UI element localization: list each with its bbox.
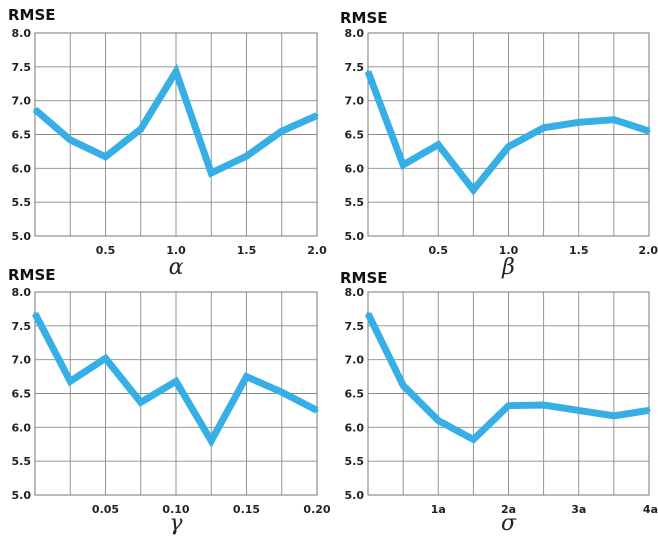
- x-tick-label: 0.10: [162, 503, 189, 516]
- data-point: [507, 145, 510, 149]
- y-tick-label: 6.5: [345, 129, 365, 142]
- data-point: [542, 126, 546, 130]
- y-tick-label: 6.5: [12, 388, 32, 401]
- y-tick-label: 7.0: [12, 95, 32, 108]
- plot-frame: [367, 32, 650, 237]
- data-point: [245, 154, 248, 158]
- y-tick-label: 5.0: [345, 489, 365, 502]
- y-axis-label: RMSE: [340, 269, 388, 287]
- x-tick-label: 1.0: [499, 244, 519, 257]
- data-point: [33, 312, 37, 316]
- data-point: [68, 379, 72, 383]
- data-point: [245, 375, 248, 379]
- chart-panel-4: 5.0 5.5 6.0 6.5 7.0 7.5 8.0 1a 2a 3a 4a RMSE σ: [340, 269, 658, 536]
- y-tick-label: 8.0: [345, 27, 365, 40]
- x-axis-label: σ: [501, 511, 517, 536]
- data-point: [647, 129, 651, 133]
- y-tick-label: 7.0: [345, 95, 365, 108]
- y-axis-label: RMSE: [8, 266, 56, 284]
- data-point: [280, 390, 284, 394]
- y-tick-label: 6.5: [345, 388, 365, 401]
- x-axis-label: γ: [169, 511, 183, 536]
- data-point: [577, 120, 581, 124]
- y-tick-label: 6.0: [345, 421, 365, 434]
- data-point: [104, 356, 107, 360]
- y-tick-label: 8.0: [345, 286, 365, 299]
- y-tick-label: 5.0: [12, 489, 32, 502]
- x-axis-label: α: [169, 255, 184, 280]
- data-point: [366, 70, 370, 74]
- y-axis-label: RMSE: [340, 9, 388, 27]
- chart-panel-1: 5.0 5.5 6.0 6.5 7.0 7.5 8.0 0.5 1.0 1.5 2.0 RMSE α: [8, 6, 327, 280]
- y-tick-label: 6.0: [12, 162, 32, 175]
- x-tick-label: 0.05: [92, 503, 119, 516]
- y-tick-label: 5.0: [345, 230, 365, 243]
- data-point: [315, 408, 319, 412]
- y-tick-label: 5.5: [345, 455, 365, 468]
- y-tick-label: 6.0: [345, 162, 365, 175]
- data-point: [471, 438, 475, 442]
- data-point: [436, 419, 440, 423]
- data-point: [139, 400, 143, 404]
- y-tick-label: 5.5: [12, 196, 32, 209]
- data-point: [174, 379, 178, 383]
- x-tick-label: 2a: [501, 503, 516, 516]
- y-tick-label: 6.0: [12, 421, 32, 434]
- data-point: [436, 143, 440, 147]
- y-tick-label: 5.0: [12, 230, 32, 243]
- data-point: [104, 155, 107, 159]
- y-axis-label: RMSE: [8, 6, 56, 24]
- data-point: [577, 408, 581, 412]
- data-point: [507, 404, 510, 408]
- data-point: [401, 383, 405, 387]
- data-point: [139, 127, 143, 131]
- x-tick-label: 1.5: [569, 244, 589, 257]
- y-tick-label: 7.5: [345, 320, 365, 333]
- y-tick-label: 5.5: [12, 455, 32, 468]
- plot-frame: [34, 32, 318, 237]
- data-point: [366, 312, 370, 316]
- y-tick-label: 7.5: [12, 61, 32, 74]
- plot-frame: [34, 291, 318, 496]
- data-point: [209, 171, 213, 175]
- x-tick-label: 2.0: [639, 244, 658, 257]
- data-point: [68, 138, 72, 142]
- data-point: [209, 439, 213, 443]
- x-tick-label: 0.15: [233, 503, 260, 516]
- chart-panel-3: 5.0 5.5 6.0 6.5 7.0 7.5 8.0 0.05 0.10 0.15 0.20 RMS…: [8, 266, 331, 536]
- x-tick-label: 0.20: [303, 503, 330, 516]
- plot-frame: [367, 291, 650, 496]
- y-tick-label: 7.5: [12, 320, 32, 333]
- x-axis-label: β: [501, 255, 515, 280]
- y-tick-label: 5.5: [345, 196, 365, 209]
- data-point: [280, 129, 284, 133]
- x-tick-label: 1a: [431, 503, 446, 516]
- x-tick-label: 0.5: [96, 244, 116, 257]
- y-tick-label: 7.0: [345, 354, 365, 367]
- y-tick-label: 6.5: [12, 129, 32, 142]
- x-tick-label: 4a: [643, 503, 658, 516]
- data-point: [647, 408, 651, 412]
- data-point: [542, 403, 546, 407]
- data-point: [612, 118, 616, 122]
- data-point: [401, 163, 405, 167]
- data-point: [612, 414, 616, 418]
- data-point: [315, 114, 319, 118]
- y-tick-label: 7.5: [345, 61, 365, 74]
- data-point: [33, 107, 37, 111]
- x-tick-label: 3a: [571, 503, 586, 516]
- y-tick-label: 8.0: [12, 286, 32, 299]
- chart-panel-2: 5.0 5.5 6.0 6.5 7.0 7.5 8.0 0.5 1.0 1.5 2.0 RMSE β: [340, 9, 658, 280]
- x-tick-label: 1.0: [166, 244, 186, 257]
- data-point: [471, 188, 475, 192]
- data-point: [174, 70, 178, 74]
- y-tick-label: 7.0: [12, 354, 32, 367]
- x-tick-label: 0.5: [429, 244, 449, 257]
- x-tick-label: 2.0: [307, 244, 327, 257]
- y-tick-label: 8.0: [12, 27, 32, 40]
- x-tick-label: 1.5: [237, 244, 257, 257]
